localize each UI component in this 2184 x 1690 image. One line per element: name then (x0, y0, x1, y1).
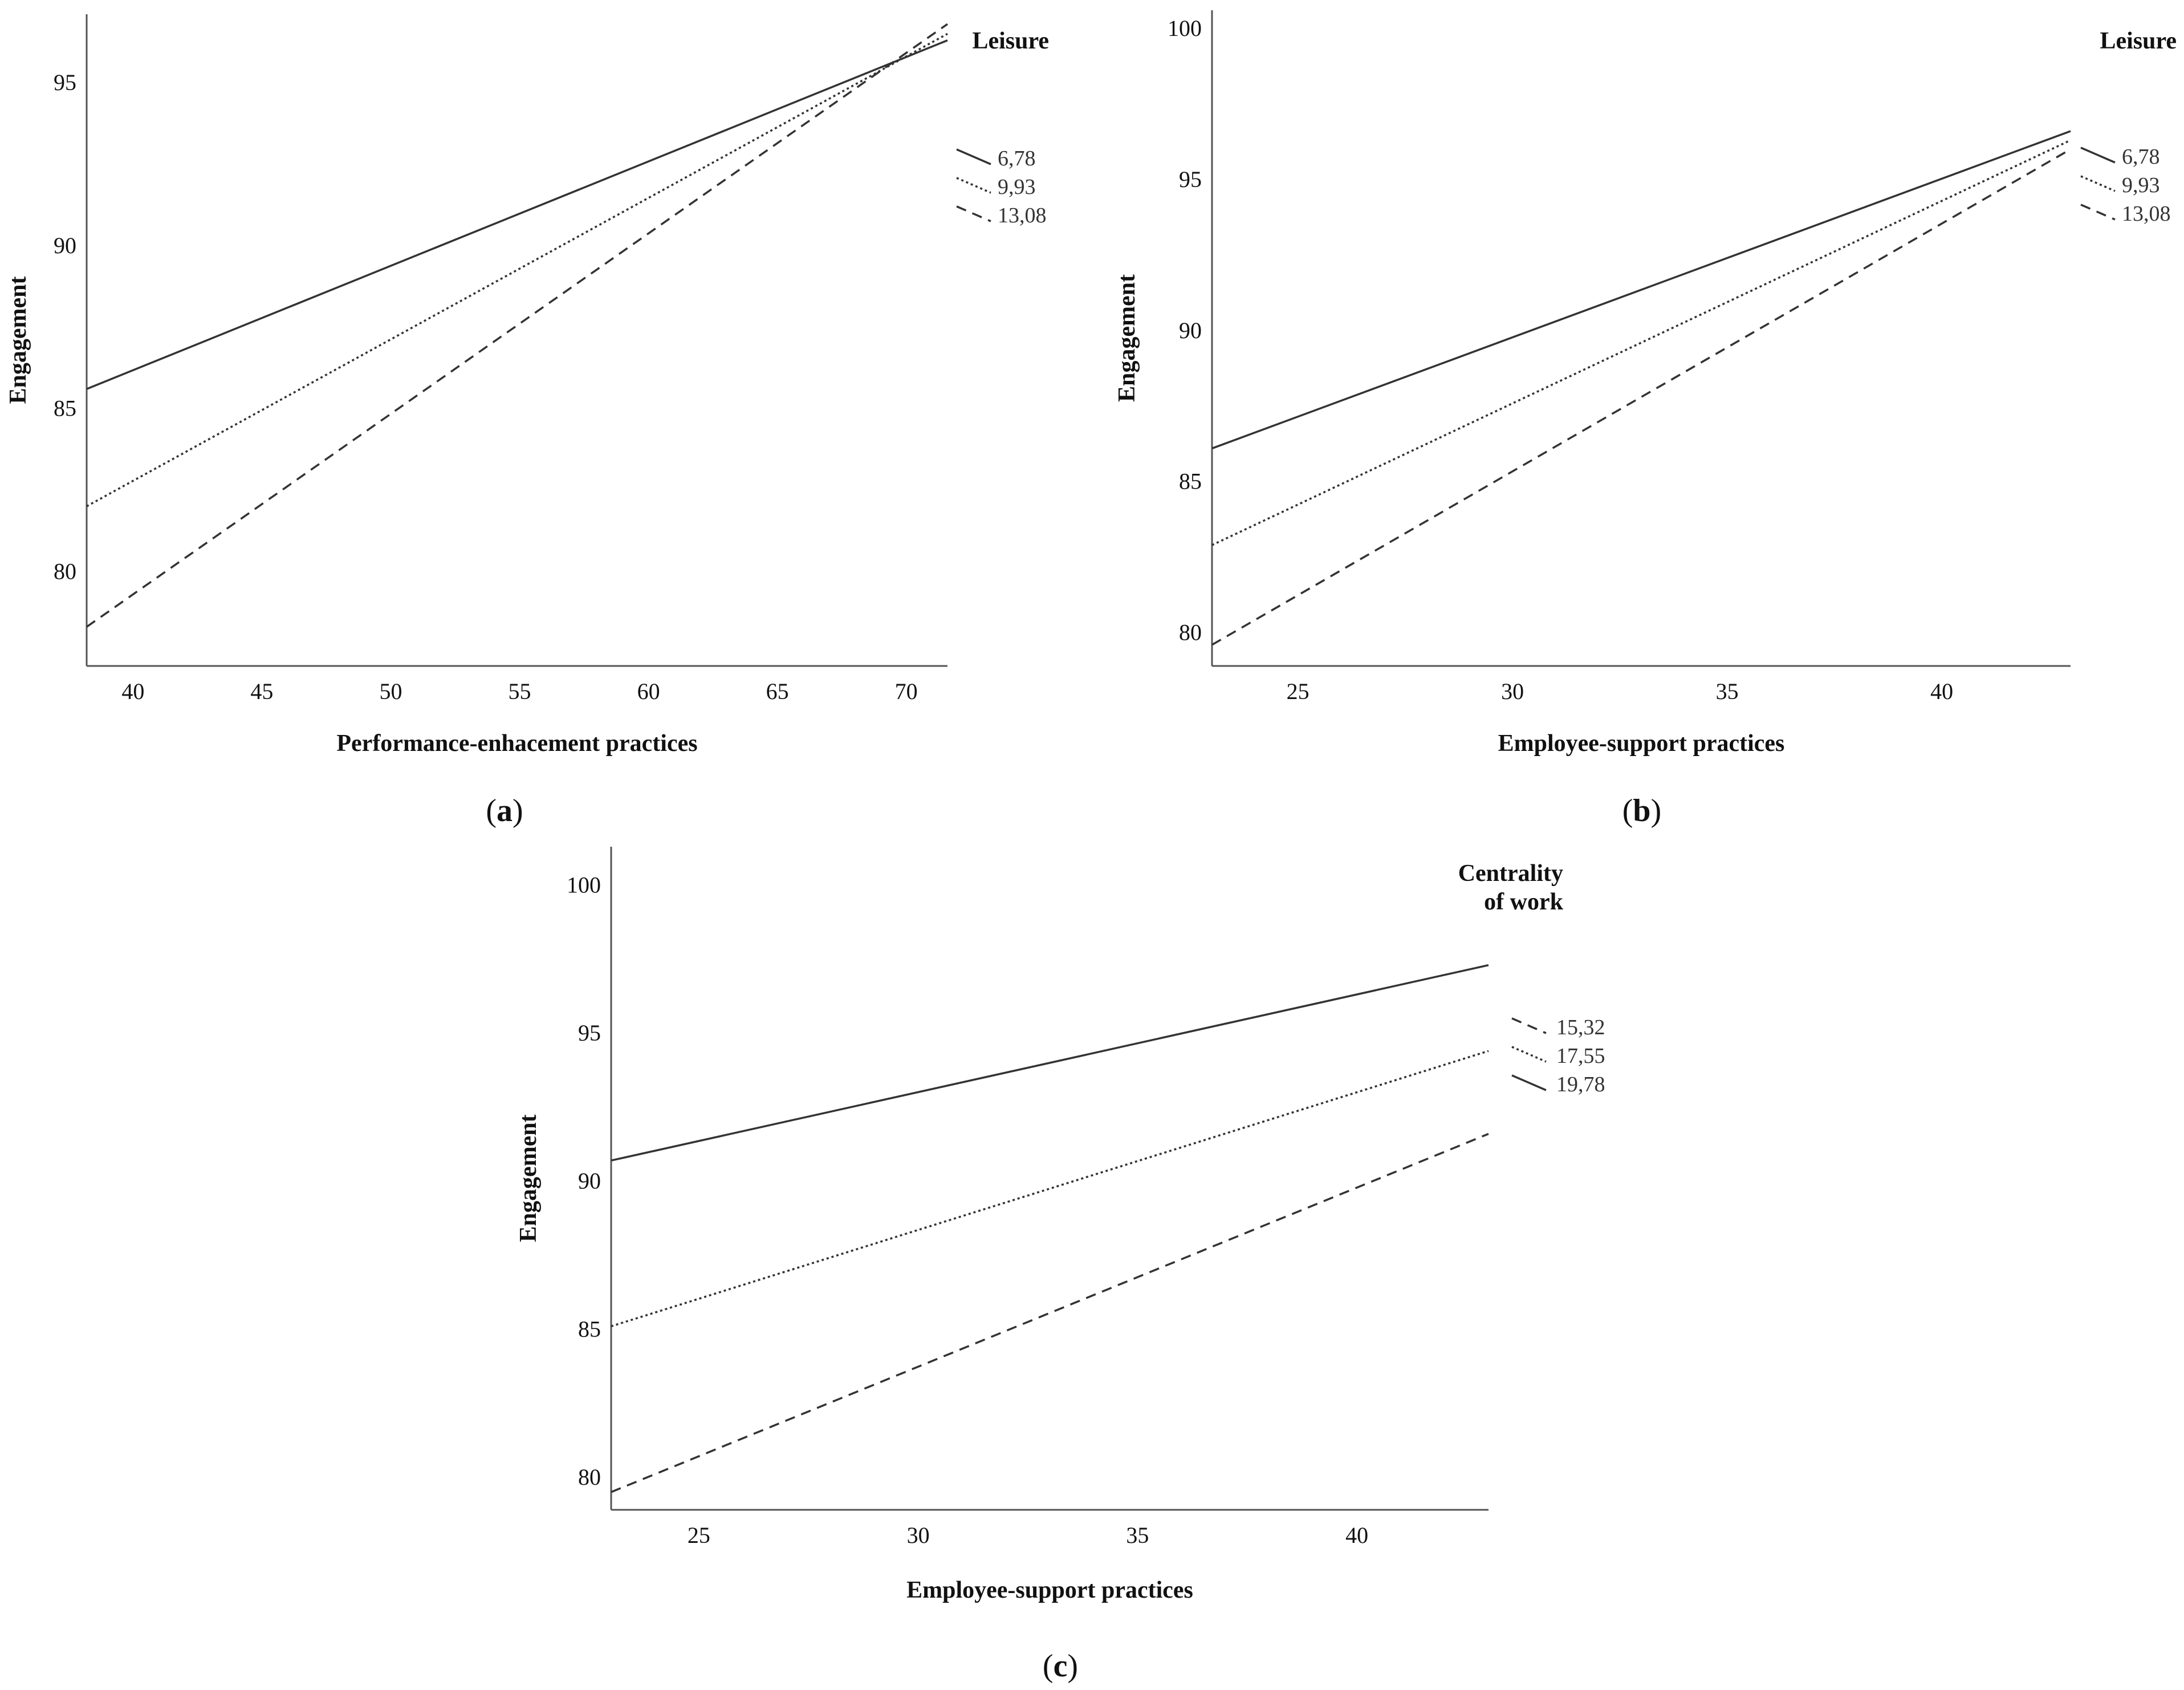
y-tick-label: 90 (578, 1168, 601, 1194)
panel-caption-letter: a (497, 793, 513, 828)
legend-swatch-solid (2080, 147, 2116, 164)
y-tick-label: 100 (1168, 15, 1202, 41)
x-tick-label: 25 (1287, 679, 1309, 704)
series-line-dashed (611, 1133, 1489, 1493)
x-tick-label: 35 (1126, 1522, 1149, 1548)
legend-swatch-dotted (956, 177, 991, 194)
y-tick-label: 95 (578, 1020, 601, 1046)
y-tick-label: 95 (54, 70, 76, 95)
panel-caption-letter: c (1054, 1648, 1068, 1684)
legend-swatch-dotted (2080, 175, 2116, 192)
legend: Leisure 6,78 9,93 13,08 (2080, 28, 2177, 226)
legend-swatch-dashed (2080, 204, 2116, 221)
y-tick-label: 95 (1179, 166, 1202, 192)
legend-label: 6,78 (2122, 145, 2160, 169)
legend-swatch-dotted (1511, 1046, 1547, 1063)
series-line-solid (86, 39, 948, 390)
y-tick-label: 80 (1179, 620, 1202, 645)
legend: Leisure 6,78 9,93 13,08 (956, 28, 1049, 228)
x-tick-label: 60 (637, 679, 660, 704)
x-tick-label: 50 (379, 679, 402, 704)
x-tick-label: 70 (895, 679, 918, 704)
chart-panel-a: 40 45 50 55 60 65 70 80 85 90 95 Performance-enhace… (5, 14, 1049, 828)
legend-label: 17,55 (1556, 1044, 1605, 1068)
series-line-dotted (611, 1050, 1489, 1327)
x-tick-label: 30 (907, 1522, 930, 1548)
x-tick-label: 30 (1501, 679, 1524, 704)
y-tick-label: 85 (1179, 469, 1202, 494)
x-tick-label: 40 (121, 679, 144, 704)
y-tick-label: 90 (54, 233, 76, 258)
series-line-solid (1211, 130, 2071, 450)
legend-swatch-solid (1511, 1074, 1547, 1091)
legend-label: 13,08 (2122, 202, 2171, 226)
series-line-dotted (1211, 139, 2071, 546)
legend-title: of work (1484, 889, 1563, 915)
legend-label: 15,32 (1556, 1015, 1605, 1039)
legend-label: 9,93 (998, 175, 1036, 199)
legend-label: 13,08 (998, 204, 1047, 228)
y-tick-label: 100 (567, 872, 601, 897)
legend-title: Centrality (1458, 860, 1563, 887)
x-axis-title: Employee-support practices (906, 1577, 1193, 1603)
x-tick-label: 65 (766, 679, 789, 704)
series-line-dotted (86, 32, 948, 507)
legend-swatch-solid (956, 148, 991, 165)
legend-swatch-dashed (956, 205, 991, 222)
legend-label: 6,78 (998, 147, 1036, 170)
chart-panel-b: 25 30 35 40 80 85 90 95 100 Employee-support prac… (1114, 10, 2177, 828)
x-axis-title: Employee-support practices (1498, 730, 1785, 757)
y-tick-label: 85 (54, 396, 76, 421)
y-axis-title: Engagement (5, 277, 31, 404)
x-tick-label: 40 (1930, 679, 1953, 704)
x-axis-title: Performance-enhacement practices (336, 730, 697, 757)
panel-caption: (c) (1043, 1648, 1078, 1684)
legend-label: 19,78 (1556, 1072, 1605, 1096)
legend-swatch-dashed (1511, 1017, 1547, 1034)
x-tick-label: 45 (250, 679, 273, 704)
legend-title: Leisure (972, 28, 1049, 54)
panel-caption-letter: b (1633, 793, 1650, 828)
y-tick-label: 80 (54, 558, 76, 584)
y-tick-label: 85 (578, 1316, 601, 1342)
legend-title: Leisure (2100, 28, 2177, 54)
x-tick-label: 40 (1345, 1522, 1368, 1548)
series-line-solid (611, 964, 1489, 1162)
series-line-dashed (86, 23, 949, 628)
y-tick-label: 90 (1179, 318, 1202, 343)
y-axis-title: Engagement (515, 1115, 542, 1242)
y-tick-label: 80 (578, 1464, 601, 1490)
legend-label: 9,93 (2122, 173, 2160, 197)
x-tick-label: 55 (509, 679, 531, 704)
chart-panel-c: 25 30 35 40 80 85 90 95 100 Employee-support prac… (515, 847, 1605, 1684)
x-tick-label: 35 (1716, 679, 1739, 704)
panel-caption: (a) (486, 793, 523, 828)
y-axis-title: Engagement (1114, 274, 1140, 402)
series-line-dashed (1211, 148, 2071, 646)
x-tick-label: 25 (688, 1522, 710, 1548)
panel-caption: (b) (1622, 793, 1661, 828)
